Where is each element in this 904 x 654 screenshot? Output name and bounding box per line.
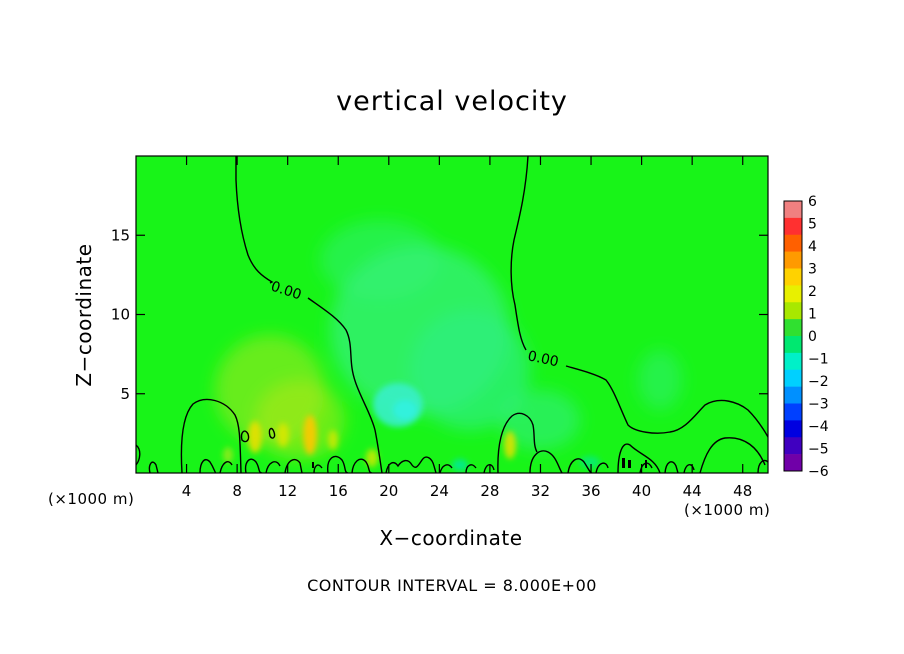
zero-contours xyxy=(136,156,768,473)
x-unit-left: (×1000 m) xyxy=(48,490,135,508)
y-tick-label: 5 xyxy=(120,385,130,403)
contour-specks xyxy=(312,458,647,468)
colorbar-swatch xyxy=(784,454,802,472)
x-axis-label: X−coordinate xyxy=(379,526,523,550)
colorbar-tick-label: 6 xyxy=(808,194,817,210)
colorbar-tick-label: 3 xyxy=(808,262,817,278)
x-tick-label: 36 xyxy=(581,482,600,500)
colorbar-swatch xyxy=(784,437,802,455)
colorbar-frame xyxy=(783,200,803,472)
colorbar-tick-label: −6 xyxy=(808,464,829,480)
x-axis xyxy=(185,156,744,473)
x-tick-label: 20 xyxy=(379,482,398,500)
colorbar-swatch xyxy=(784,234,802,252)
contour-label-2: 0.00 xyxy=(526,348,560,370)
chart-title: vertical velocity xyxy=(336,86,568,117)
colorbar-swatch xyxy=(784,403,802,421)
colorbar-swatch xyxy=(784,268,802,286)
x-tick-label: 16 xyxy=(329,482,348,500)
x-tick-label: 32 xyxy=(531,482,550,500)
x-tick-label: 4 xyxy=(182,482,192,500)
x-tick-labels: 4 8 12 16 20 24 28 32 36 40 44 48 xyxy=(182,482,752,500)
colorbar-swatch xyxy=(784,285,802,303)
colorbar-swatch xyxy=(784,302,802,320)
colorbar-swatch xyxy=(784,420,802,438)
colorbar-labels: 6 5 4 3 2 1 0 −1 −2 −3 −4 −5 −6 xyxy=(808,194,829,480)
x-tick-label: 24 xyxy=(430,482,449,500)
x-unit-right: (×1000 m) xyxy=(684,501,771,519)
y-tick-labels: 5 10 15 xyxy=(111,226,130,403)
colorbar-tick-label: −3 xyxy=(808,397,829,413)
velocity-field: 0.00 0.00 xyxy=(136,156,768,473)
x-tick-label: 44 xyxy=(683,482,702,500)
colorbar-tick-label: −5 xyxy=(808,442,829,458)
colorbar-swatch xyxy=(784,336,802,354)
colorbar xyxy=(783,200,803,472)
y-tick-label: 15 xyxy=(111,226,130,244)
colorbar-swatch xyxy=(784,352,802,371)
colorbar-tick-label: 1 xyxy=(808,307,817,323)
colorbar-swatch xyxy=(784,217,802,236)
x-tick-label: 40 xyxy=(632,482,651,500)
colorbar-tick-label: 5 xyxy=(808,217,817,233)
colorbar-tick-label: 4 xyxy=(808,239,817,255)
colorbar-swatch xyxy=(784,319,802,337)
y-tick-label: 10 xyxy=(111,306,130,324)
x-tick-label: 28 xyxy=(480,482,499,500)
contour-interval-note: CONTOUR INTERVAL = 8.000E+00 xyxy=(307,576,597,595)
colorbar-tick-label: 0 xyxy=(808,329,817,345)
y-axis-label: Z−coordinate xyxy=(72,243,96,387)
colorbar-swatch xyxy=(784,369,802,387)
y-axis xyxy=(136,234,768,395)
colorbar-tick-label: −1 xyxy=(808,352,829,368)
x-tick-label: 12 xyxy=(278,482,297,500)
colorbar-swatch xyxy=(784,386,802,404)
colorbar-tick-label: −2 xyxy=(808,374,829,390)
colorbar-tick-label: −4 xyxy=(808,419,829,435)
x-tick-label: 48 xyxy=(733,482,752,500)
x-tick-label: 8 xyxy=(232,482,242,500)
colorbar-tick-label: 2 xyxy=(808,284,817,300)
colorbar-swatch xyxy=(784,201,802,219)
colorbar-swatch xyxy=(784,251,802,269)
